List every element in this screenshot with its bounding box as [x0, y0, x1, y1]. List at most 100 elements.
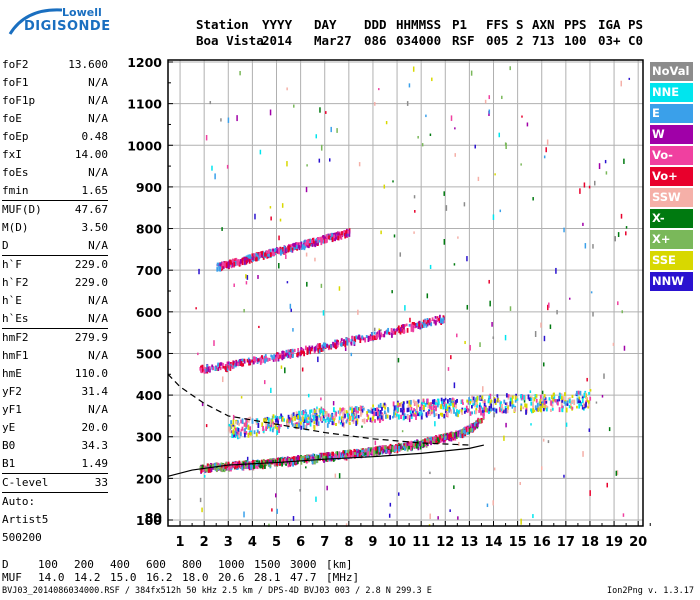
echo-point	[418, 320, 421, 325]
echo-point	[539, 405, 542, 412]
echo-point	[296, 460, 299, 465]
echo-point	[469, 344, 471, 351]
echo-point	[320, 452, 323, 458]
echo-point	[455, 404, 457, 409]
echo-point	[284, 248, 287, 254]
echo-point	[239, 359, 242, 364]
echo-point	[482, 414, 485, 419]
echo-point	[226, 262, 229, 269]
echo-point	[390, 328, 393, 333]
echo-point	[260, 459, 263, 465]
echo-point	[258, 431, 261, 434]
echo-point	[621, 310, 623, 314]
echo-point	[554, 399, 557, 403]
echo-point	[354, 412, 357, 417]
echo-point	[338, 286, 341, 291]
echo-point	[414, 400, 417, 406]
echo-point	[360, 405, 363, 412]
echo-point	[302, 350, 304, 354]
echo-point	[267, 253, 270, 257]
echo-point	[351, 408, 354, 413]
x-tick-label: 1	[176, 535, 185, 550]
echo-point	[473, 422, 476, 427]
echo-point	[415, 409, 417, 414]
echo-point	[415, 414, 417, 420]
echo-point	[215, 368, 218, 371]
echo-point	[391, 290, 393, 294]
echo-point	[273, 248, 276, 253]
echo-point	[475, 397, 478, 401]
echo-point	[281, 416, 284, 422]
echo-point	[271, 508, 273, 512]
echo-point	[437, 516, 439, 520]
echo-point	[377, 331, 379, 337]
echo-point	[509, 66, 511, 71]
echo-point	[470, 423, 473, 427]
echo-point	[268, 422, 270, 427]
echo-point	[440, 437, 442, 441]
echo-point	[333, 237, 335, 241]
echo-point	[233, 434, 236, 437]
echo-point	[302, 416, 304, 422]
echo-point	[390, 444, 393, 449]
echo-point	[529, 390, 532, 394]
echo-point	[228, 426, 231, 432]
echo-point	[281, 246, 284, 251]
echo-point	[240, 419, 243, 424]
echo-point	[317, 421, 320, 426]
echo-point	[281, 350, 284, 354]
echo-point	[238, 430, 241, 434]
echo-point	[251, 253, 254, 258]
echo-point	[329, 233, 332, 237]
echo-point	[207, 368, 210, 372]
echo-point	[239, 259, 242, 264]
echo-point	[431, 317, 434, 322]
echo-point	[363, 418, 366, 424]
echo-point	[227, 361, 230, 365]
echo-point	[278, 416, 280, 420]
echo-point	[268, 523, 270, 527]
echo-point	[432, 405, 435, 411]
echo-point	[415, 406, 418, 411]
echo-point	[625, 226, 628, 229]
echo-point	[443, 413, 446, 419]
echo-point	[417, 325, 420, 329]
echo-point	[289, 303, 292, 309]
echo-point	[500, 401, 502, 404]
echo-point	[438, 439, 440, 443]
param-row: M(D) 3.50	[2, 221, 108, 234]
echo-point	[408, 400, 411, 405]
echo-point	[275, 357, 277, 362]
echo-point	[266, 423, 269, 430]
echo-point	[402, 405, 405, 411]
echo-point	[234, 432, 237, 438]
echo-point	[310, 347, 313, 352]
echo-point	[430, 321, 433, 327]
echo-point	[483, 405, 486, 411]
echo-point	[295, 411, 298, 415]
echo-point	[231, 433, 234, 439]
echo-point	[253, 465, 256, 469]
echo-point	[453, 382, 456, 389]
echo-point	[312, 413, 315, 417]
echo-point	[504, 402, 507, 406]
echo-point	[404, 415, 407, 419]
header-year: YYYY 2014	[262, 17, 293, 48]
param-row: fmin 1.65	[2, 184, 108, 197]
echo-point	[524, 395, 527, 401]
echo-point	[408, 83, 411, 88]
echo-point	[469, 399, 472, 403]
echo-point	[332, 407, 335, 413]
echo-point	[332, 451, 335, 457]
echo-point	[224, 467, 226, 471]
echo-point	[278, 247, 280, 253]
echo-point	[401, 403, 403, 408]
echo-point	[219, 463, 221, 467]
echo-point	[249, 426, 252, 431]
echo-point	[553, 394, 556, 399]
echo-point	[309, 348, 312, 355]
echo-point	[286, 418, 289, 424]
echo-point	[261, 251, 264, 256]
echo-point	[312, 453, 315, 457]
echo-point	[398, 402, 401, 407]
